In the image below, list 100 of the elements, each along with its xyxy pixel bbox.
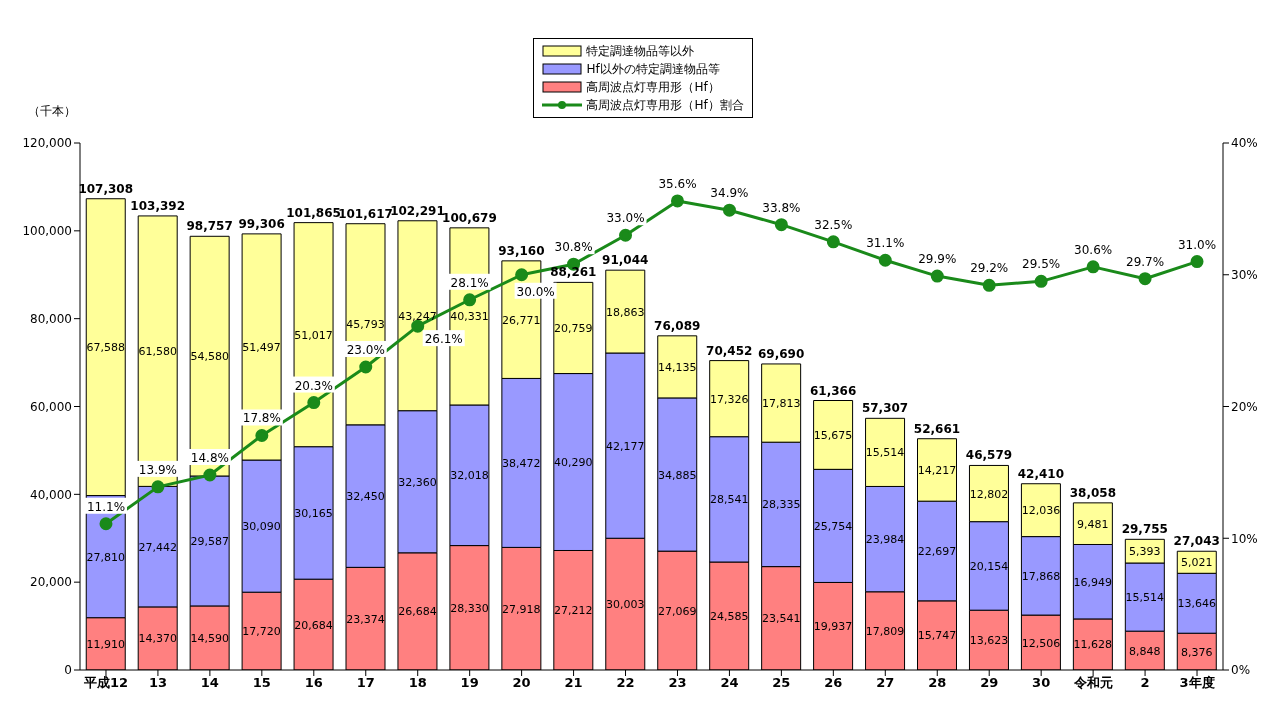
point [722,203,736,217]
data-label: 15,514 [865,446,905,460]
point [982,278,996,292]
data-label: 40,331 [450,310,489,324]
x-tick-label: 26 [824,675,843,691]
data-label: 20,759 [554,321,593,335]
point [1190,255,1204,269]
total-label: 70,452 [706,343,753,358]
data-label: 5,021 [1181,556,1213,570]
data-label: 11.1% [86,499,126,514]
data-label: 17,326 [709,392,749,406]
data-label: 54,580 [190,350,229,364]
data-label: 29.2% [970,261,1009,276]
total-label: 42,410 [1017,466,1065,481]
point [99,517,113,531]
data-label: 43,247 [398,309,437,323]
data-label: 30,003 [606,598,645,612]
point [463,293,477,307]
data-label: 23,374 [346,612,385,626]
total-label: 76,089 [654,318,701,333]
data-label: 13,623 [969,634,1009,648]
data-label: 29.9% [918,252,957,267]
data-label: 18,863 [606,305,645,319]
total-label: 38,058 [1069,485,1117,500]
y-tick-label: 0 [64,663,72,678]
data-label: 38,472 [502,456,541,470]
x-tick-label: 2 [1140,675,1150,691]
data-label: 20,684 [294,618,333,632]
y-tick-label: 60,000 [30,399,72,414]
x-tick-label: 30 [1032,675,1051,691]
data-label: 9,481 [1077,517,1109,531]
total-label: 99,306 [238,216,285,231]
data-label: 34,885 [657,468,697,482]
x-tick-label: 3年度 [1179,675,1215,691]
data-label: 15,675 [813,428,853,442]
legend-label: Hf以外の特定調達物品等 [586,60,720,78]
point [515,268,529,282]
point [151,480,165,494]
x-tick-label: 13 [148,675,167,691]
y2-tick-label: 10% [1231,531,1258,546]
data-label: 14.8% [190,451,229,466]
x-tick-label: 19 [460,675,479,691]
data-label: 23,984 [865,533,905,547]
total-label: 102,291 [390,203,445,218]
data-label: 31.1% [866,236,905,251]
data-label: 11,910 [86,637,125,651]
data-label: 22,697 [917,545,957,559]
point [1086,260,1100,274]
data-label: 30.8% [554,240,593,255]
point [1034,274,1048,288]
total-label: 88,261 [550,265,597,280]
data-label: 30,090 [242,520,281,534]
data-label: 16,949 [1073,575,1113,589]
data-label: 17,809 [865,624,905,638]
total-label: 27,043 [1173,534,1220,549]
data-label: 8,376 [1181,645,1213,659]
data-label: 32,018 [450,469,489,483]
data-label: 32.5% [814,217,853,232]
data-label: 27,069 [657,604,697,618]
x-tick-label: 18 [408,675,427,691]
data-label: 11,628 [1073,638,1113,652]
data-label: 30.0% [516,284,555,299]
total-label: 101,865 [286,205,341,220]
point [307,396,321,410]
point [774,218,788,232]
x-tick-label: 22 [616,675,635,691]
data-label: 45,793 [346,318,385,332]
data-label: 12,506 [1021,636,1061,650]
x-tick-label: 16 [304,675,323,691]
data-label: 31.0% [1177,237,1217,252]
data-label: 28.1% [450,275,489,290]
data-label: 24,585 [709,610,749,624]
data-label: 26.1% [424,332,463,347]
data-label: 14,135 [657,360,697,374]
data-label: 28,330 [450,601,489,615]
data-label: 29.5% [1022,257,1061,272]
data-label: 33.0% [606,211,645,226]
data-label: 26,771 [502,313,541,327]
x-tick-label: 21 [564,675,583,691]
x-tick-label: 17 [356,675,375,691]
x-tick-label: 28 [928,675,947,691]
x-tick-label: 15 [252,675,271,691]
data-label: 30,165 [294,506,333,520]
point [878,253,892,267]
data-label: 15,514 [1125,591,1165,605]
data-label: 28,335 [761,498,801,512]
data-label: 51,017 [294,328,333,342]
x-tick-label: 29 [980,675,999,691]
data-label: 13,646 [1177,597,1217,611]
data-label: 40,290 [554,456,593,470]
data-label: 27,212 [554,604,593,618]
data-label: 5,393 [1129,545,1161,559]
point [203,468,217,482]
data-label: 17.8% [242,411,281,426]
y-tick-label: 40,000 [30,487,72,502]
x-tick-label: 20 [512,675,531,691]
x-tick-label: 令和元 [1072,675,1113,691]
legend-label: 高周波点灯専用形（Hf） [586,78,720,96]
total-label: 69,690 [757,346,805,361]
data-label: 12,802 [969,487,1009,501]
